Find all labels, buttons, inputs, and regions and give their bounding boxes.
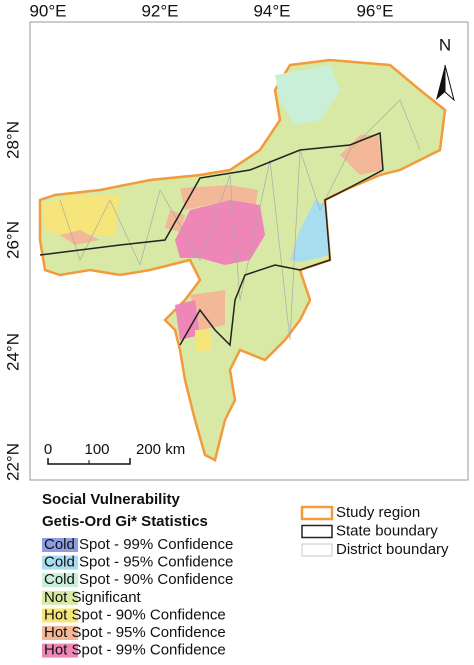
boundary-label: Study region: [336, 504, 420, 521]
cluster: [275, 65, 340, 125]
north-label: N: [439, 35, 451, 54]
boundary-label: State boundary: [336, 522, 438, 539]
cluster: [190, 290, 225, 330]
longitude-label: 94°E: [253, 1, 290, 20]
latitude-label: 28°N: [3, 121, 22, 159]
cluster: [195, 330, 212, 352]
longitude-label: 96°E: [356, 1, 393, 20]
latitude-label: 26°N: [3, 221, 22, 259]
boundary-swatch: [301, 543, 333, 557]
latitude-label: 24°N: [3, 333, 22, 371]
legend-swatch: [42, 573, 78, 588]
boundary-swatch: [300, 505, 334, 521]
legend-swatch: [42, 590, 78, 605]
legend-label: Cold Spot - 99% Confidence: [44, 536, 233, 553]
legend-label: Hot Spot - 95% Confidence: [44, 624, 226, 641]
district-boundary: [59, 99, 421, 341]
legend-label: Not Significant: [44, 589, 142, 606]
state-boundary: [39, 131, 384, 347]
cluster: [180, 185, 258, 210]
scale-label: 0: [44, 441, 52, 458]
legend-subtitle: Getis-Ord Gi* Statistics: [42, 513, 208, 530]
boundary-label: District boundary: [336, 541, 449, 558]
north-arrow: N: [436, 35, 455, 102]
map: [38, 58, 447, 462]
cluster: [60, 230, 100, 245]
latitude-label: 22°N: [3, 443, 22, 481]
cluster: [290, 200, 330, 262]
longitude-label: 90°E: [29, 1, 66, 20]
legend-label: Cold Spot - 90% Confidence: [44, 571, 233, 588]
cluster: [175, 300, 200, 340]
longitude-label: 92°E: [141, 1, 178, 20]
scale-label: 200 km: [136, 441, 185, 458]
legend-label: Hot Spot - 90% Confidence: [44, 606, 226, 623]
boundary-swatch: [301, 524, 333, 539]
legend-label: Hot Spot - 99% Confidence: [44, 642, 226, 659]
legend-label: Cold Spot - 95% Confidence: [44, 554, 233, 571]
legend-swatch: [42, 538, 78, 552]
cluster: [175, 200, 265, 265]
scale-label: 100: [84, 441, 109, 458]
legend-swatch: [42, 555, 78, 570]
legend-swatch: [42, 626, 78, 640]
legend-swatch: [42, 643, 78, 658]
legend-title: Social Vulnerability: [42, 491, 180, 508]
cluster: [42, 195, 120, 235]
legend-swatch: [42, 608, 78, 623]
scale-bar: 0 100 200 km: [44, 441, 185, 465]
